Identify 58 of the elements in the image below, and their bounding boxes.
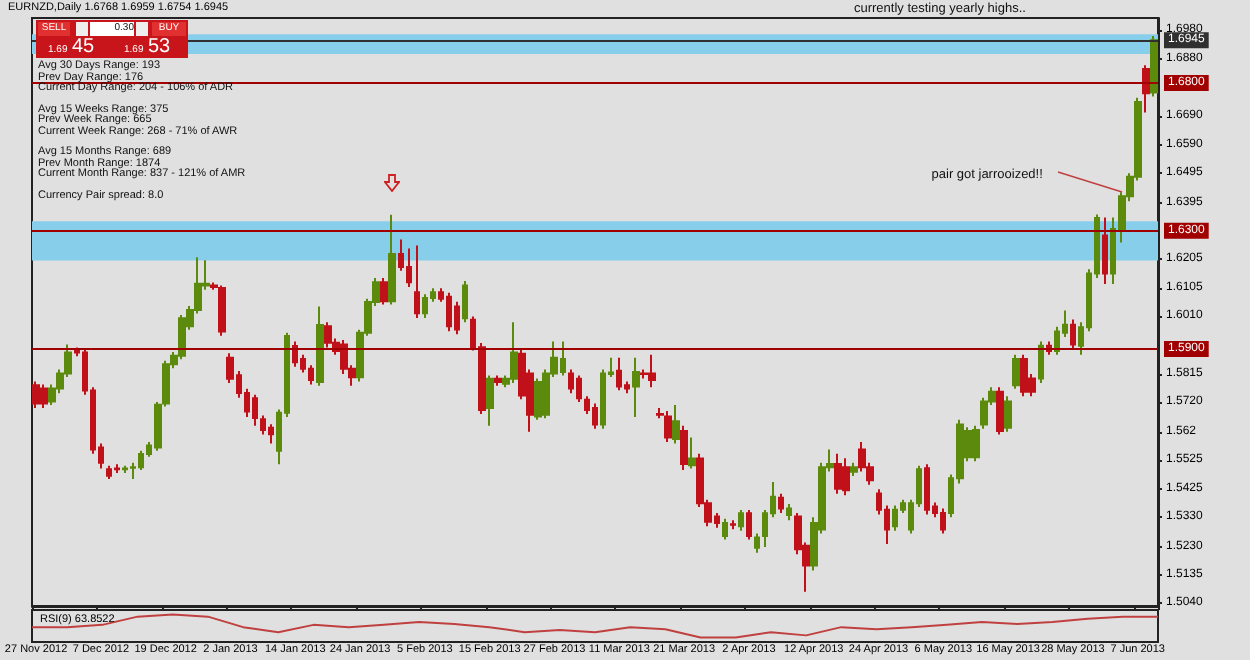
candlestick bbox=[972, 424, 980, 463]
candlestick bbox=[616, 356, 622, 392]
candlestick bbox=[592, 402, 598, 430]
candlestick bbox=[388, 213, 396, 306]
candlestick bbox=[138, 449, 144, 472]
candlestick bbox=[316, 305, 324, 387]
candlestick bbox=[1020, 353, 1028, 398]
candlestick bbox=[406, 247, 412, 288]
candlestick bbox=[648, 353, 656, 389]
candlestick bbox=[454, 300, 460, 336]
candlestick bbox=[122, 464, 128, 475]
candlestick bbox=[1142, 64, 1150, 114]
candlestick bbox=[738, 508, 744, 532]
candlestick bbox=[380, 277, 388, 306]
candlestick bbox=[494, 374, 502, 387]
candlestick bbox=[730, 519, 736, 531]
candlestick bbox=[218, 284, 226, 337]
candlestick bbox=[40, 383, 48, 410]
candlestick bbox=[414, 244, 420, 319]
candlestick bbox=[664, 409, 672, 444]
candlestick bbox=[778, 492, 784, 514]
candlestick bbox=[850, 461, 858, 477]
candlestick bbox=[106, 464, 112, 480]
candlestick bbox=[680, 424, 688, 472]
candlestick bbox=[422, 293, 428, 319]
candlestick bbox=[1102, 216, 1108, 285]
candlestick bbox=[178, 313, 186, 361]
candlestick bbox=[1004, 395, 1012, 433]
candlestick bbox=[1038, 340, 1044, 384]
annotation: 45 bbox=[72, 36, 95, 58]
candlestick bbox=[1070, 318, 1076, 350]
candlestick bbox=[688, 436, 696, 470]
candlestick bbox=[996, 386, 1004, 436]
candlestick bbox=[568, 368, 574, 395]
candlestick bbox=[446, 291, 452, 333]
candlestick bbox=[940, 507, 946, 535]
candlestick bbox=[722, 517, 728, 541]
candlestick bbox=[114, 463, 120, 475]
candlestick bbox=[632, 356, 640, 418]
candlestick bbox=[486, 374, 494, 427]
candlestick bbox=[32, 380, 40, 410]
candlestick bbox=[1012, 353, 1020, 390]
candlestick bbox=[892, 504, 898, 532]
annotation: 53 bbox=[148, 36, 171, 58]
candlestick bbox=[746, 508, 752, 541]
candlestick bbox=[842, 457, 850, 497]
candlestick bbox=[786, 503, 792, 522]
candlestick bbox=[292, 340, 298, 368]
candlestick bbox=[268, 423, 274, 445]
candlestick bbox=[252, 393, 258, 427]
candlestick bbox=[534, 377, 542, 421]
candlestick bbox=[834, 452, 842, 495]
candlestick bbox=[672, 404, 680, 445]
candlestick bbox=[324, 321, 332, 349]
candlestick bbox=[462, 279, 468, 324]
candlestick bbox=[510, 321, 518, 384]
candlestick bbox=[924, 463, 930, 516]
candlestick bbox=[576, 374, 582, 404]
